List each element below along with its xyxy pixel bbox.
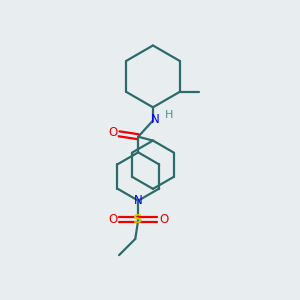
Text: O: O bbox=[108, 126, 117, 139]
Text: O: O bbox=[108, 213, 117, 226]
Text: S: S bbox=[134, 213, 143, 226]
Text: H: H bbox=[165, 110, 173, 120]
Text: N: N bbox=[134, 194, 142, 207]
Text: O: O bbox=[159, 213, 169, 226]
Text: N: N bbox=[151, 112, 160, 126]
